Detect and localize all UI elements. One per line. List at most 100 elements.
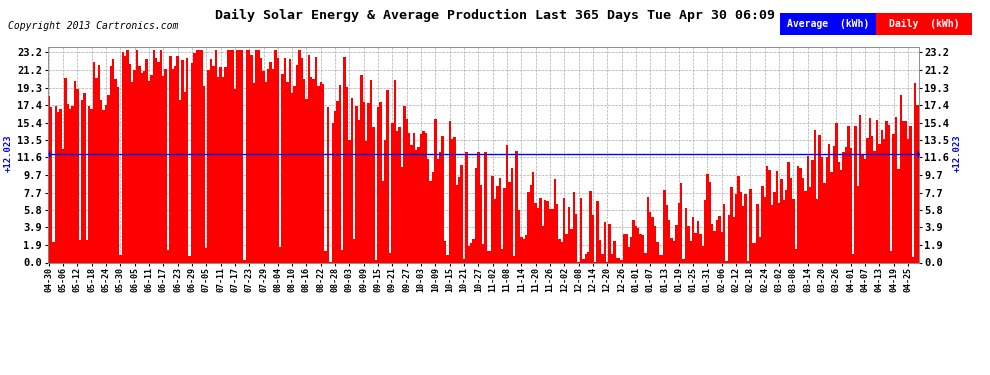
Bar	[217, 77, 220, 262]
Bar	[642, 235, 644, 262]
Bar	[313, 79, 315, 262]
Bar	[198, 50, 200, 262]
Bar	[446, 255, 448, 262]
Bar	[425, 133, 427, 262]
Bar	[489, 251, 491, 262]
Bar	[878, 144, 880, 262]
Bar	[640, 234, 642, 262]
Bar	[802, 178, 804, 262]
Bar	[861, 154, 864, 262]
Bar	[444, 241, 446, 262]
Bar	[494, 199, 496, 262]
Bar	[241, 50, 244, 262]
Bar	[212, 66, 215, 262]
Bar	[191, 63, 193, 262]
Bar	[293, 86, 296, 262]
Text: Daily Solar Energy & Average Production Last 365 Days Tue Apr 30 06:09: Daily Solar Energy & Average Production …	[215, 9, 775, 22]
Bar	[516, 151, 518, 262]
Text: +12.023: +12.023	[4, 135, 13, 172]
Bar	[332, 123, 334, 262]
Bar	[281, 75, 284, 262]
Bar	[751, 243, 754, 262]
Bar	[694, 233, 697, 262]
Bar	[568, 207, 570, 262]
Bar	[616, 258, 618, 262]
Bar	[246, 50, 248, 262]
Bar	[169, 57, 171, 262]
Bar	[744, 194, 746, 262]
Bar	[267, 69, 269, 262]
Bar	[844, 147, 847, 262]
Bar	[477, 152, 479, 262]
Bar	[597, 201, 599, 262]
Bar	[895, 117, 897, 262]
Bar	[735, 194, 738, 262]
Bar	[859, 115, 861, 262]
Bar	[763, 197, 766, 262]
Bar	[337, 101, 339, 262]
Bar	[236, 50, 239, 262]
Bar	[188, 256, 191, 262]
Bar	[847, 126, 849, 262]
Bar	[76, 89, 78, 262]
Bar	[296, 65, 298, 262]
Bar	[575, 214, 577, 262]
Bar	[831, 172, 833, 262]
Bar	[193, 54, 195, 262]
Bar	[344, 57, 346, 262]
Bar	[479, 185, 482, 262]
Bar	[379, 102, 382, 262]
Bar	[692, 217, 694, 262]
Bar	[487, 251, 489, 262]
Bar	[274, 50, 276, 262]
Bar	[721, 232, 723, 262]
Bar	[244, 260, 246, 262]
Bar	[418, 147, 420, 262]
Bar	[203, 86, 205, 262]
Bar	[702, 246, 704, 262]
Bar	[325, 251, 327, 262]
Bar	[572, 192, 575, 262]
Bar	[369, 80, 372, 262]
Bar	[749, 189, 751, 262]
Bar	[518, 210, 520, 262]
Text: Copyright 2013 Cartronics.com: Copyright 2013 Cartronics.com	[8, 21, 178, 31]
Bar	[604, 222, 606, 262]
Bar	[220, 67, 222, 262]
Bar	[141, 73, 143, 262]
Bar	[726, 261, 728, 262]
Bar	[403, 106, 406, 262]
Bar	[61, 148, 64, 262]
Bar	[346, 87, 348, 262]
Bar	[905, 120, 907, 262]
Bar	[298, 50, 301, 262]
Bar	[179, 99, 181, 262]
Bar	[463, 259, 465, 262]
Bar	[250, 55, 252, 262]
Bar	[102, 110, 105, 262]
Bar	[907, 139, 909, 262]
Bar	[348, 140, 350, 262]
Bar	[415, 150, 418, 262]
Bar	[592, 215, 594, 262]
Bar	[718, 216, 721, 262]
Bar	[525, 235, 528, 262]
Bar	[740, 192, 742, 262]
Bar	[799, 168, 802, 262]
Bar	[873, 151, 876, 262]
Bar	[320, 82, 322, 262]
Bar	[644, 253, 646, 262]
Bar	[291, 93, 293, 262]
Bar	[279, 247, 281, 262]
Bar	[635, 226, 638, 262]
Bar	[699, 234, 702, 262]
Bar	[601, 254, 604, 262]
Bar	[888, 125, 890, 262]
Bar	[542, 226, 544, 262]
Bar	[914, 83, 917, 262]
Bar	[653, 226, 656, 262]
Bar	[833, 146, 836, 262]
Bar	[95, 78, 98, 262]
Bar	[511, 168, 513, 262]
Bar	[255, 50, 257, 262]
